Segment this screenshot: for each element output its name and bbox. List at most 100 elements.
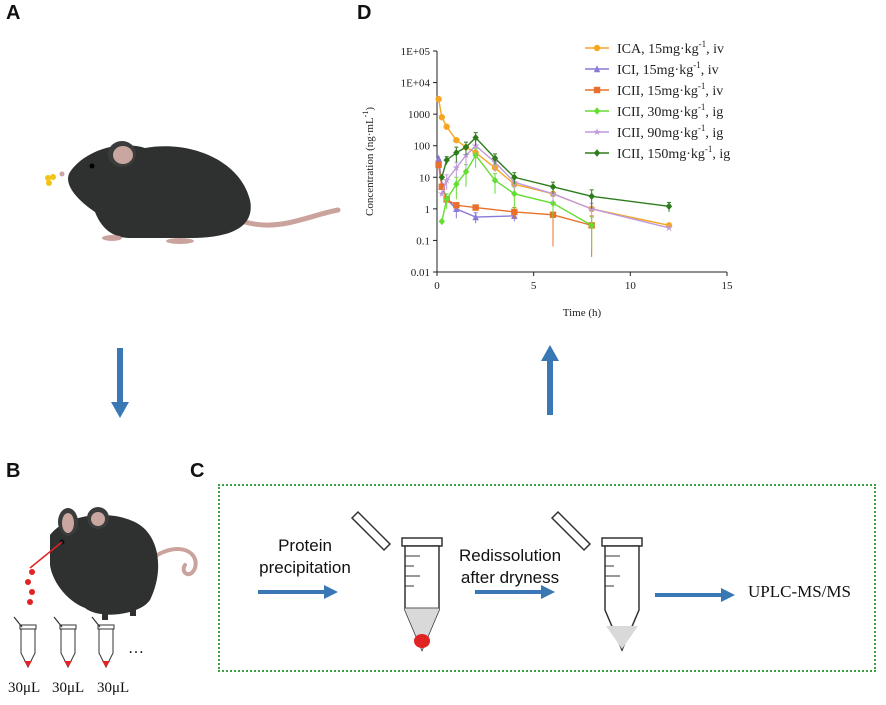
mouse-illustration-b — [25, 507, 198, 620]
mouse-front-leg — [102, 606, 108, 620]
data-point — [472, 133, 479, 142]
data-point — [435, 154, 442, 162]
legend-label: ICII, 150mg·kg-1, ig — [617, 144, 730, 162]
data-point — [438, 183, 446, 190]
data-point — [511, 190, 518, 198]
mouse-ear-inner — [91, 512, 105, 526]
data-point — [453, 202, 460, 209]
process-arrow-3 — [655, 588, 735, 602]
arrow-down — [111, 348, 129, 418]
legend-marker — [593, 107, 601, 115]
data-point — [588, 192, 595, 200]
blood-drop — [29, 589, 35, 595]
legend-marker — [593, 86, 601, 94]
data-point — [453, 136, 460, 144]
capillary-tube — [29, 541, 63, 569]
tube-precipitate — [350, 510, 443, 652]
volume-label-2: 30μL — [52, 680, 85, 696]
pk-chart: 0.01 0.1 1 10 100 1000 1E+04 1E+05 0 5 10 15 Time (h… — [361, 39, 734, 319]
data-point — [435, 161, 442, 168]
mouse-tail — [242, 207, 341, 228]
drug-pill — [50, 174, 56, 180]
mouse-ear-inner — [62, 513, 74, 533]
panel-label-a: A — [6, 2, 21, 24]
step-protein-precipitation: Protein precipitation — [245, 535, 365, 579]
blood-drop — [27, 599, 33, 605]
data-point — [452, 163, 461, 172]
x-axis-label: Time (h) — [563, 307, 602, 319]
data-point — [472, 213, 479, 221]
mouse-body — [50, 515, 159, 615]
data-point — [438, 114, 446, 121]
data-point — [665, 202, 673, 211]
y-tick-label: 1E+05 — [401, 46, 431, 58]
y-tick-label: 1000 — [408, 109, 431, 121]
legend-label: ICI, 15mg·kg-1, iv — [617, 60, 719, 78]
mouse-tail — [148, 547, 198, 577]
data-point — [491, 176, 499, 185]
panel-c-box — [218, 484, 876, 672]
legend-marker — [593, 128, 601, 136]
data-point — [549, 199, 557, 207]
data-point — [438, 217, 446, 226]
process-arrow-1 — [258, 585, 338, 599]
data-point — [462, 168, 470, 176]
legend-marker — [593, 149, 601, 157]
y-tick-label: 1 — [425, 204, 431, 216]
data-point — [435, 95, 442, 103]
step2-line2: after dryness — [460, 568, 560, 587]
blood-drop — [29, 569, 35, 575]
data-point — [462, 143, 470, 151]
legend-marker — [593, 65, 601, 73]
ellipsis-label: … — [128, 640, 144, 657]
blood-drop — [25, 579, 31, 585]
output-label-uplc: UPLC-MS/MS — [748, 582, 851, 601]
step2-line1: Redissolution — [458, 546, 562, 565]
data-point — [438, 189, 446, 198]
drug-pill — [46, 180, 52, 186]
y-tick-label: 10 — [419, 172, 431, 184]
step-redissolution: Redissolution after dryness — [445, 545, 575, 589]
y-tick-label: 100 — [414, 141, 431, 153]
volume-label-3: 30μL — [97, 680, 130, 696]
arrow-up — [541, 345, 559, 415]
x-tick-label: 0 — [434, 280, 440, 292]
data-point — [438, 173, 446, 181]
mouse-back-foot — [166, 238, 194, 244]
panel-label-d: D — [357, 2, 372, 24]
data-point — [549, 183, 557, 191]
data-point — [443, 156, 450, 164]
y-tick-label: 0.1 — [416, 235, 430, 247]
data-point — [453, 205, 460, 213]
legend-label: ICII, 15mg·kg-1, iv — [617, 81, 723, 99]
precipitate-pellet — [414, 634, 430, 648]
volume-label-1: 30μL — [8, 680, 41, 696]
panel-label-b: B — [6, 460, 21, 482]
panel-label-c: C — [190, 460, 205, 482]
drug-pill — [45, 175, 51, 181]
data-point — [453, 180, 460, 188]
data-point — [472, 204, 479, 211]
mouse-nose — [59, 171, 65, 177]
mouse-body — [68, 145, 251, 238]
x-tick-label: 5 — [531, 280, 537, 292]
mouse-illustration-a — [45, 141, 341, 244]
sample-tube — [13, 616, 37, 669]
y-axis-label: Concentration (ng·mL-1) — [361, 107, 376, 216]
data-point — [453, 149, 460, 157]
x-tick-label: 15 — [722, 280, 734, 292]
step1-line1: Protein — [278, 536, 332, 555]
legend-label: ICII, 30mg·kg-1, ig — [617, 102, 723, 120]
data-point — [443, 123, 450, 130]
data-point — [511, 208, 518, 216]
step1-line2: precipitation — [259, 558, 351, 577]
series-line — [441, 144, 670, 229]
mouse-back-leg — [130, 602, 136, 616]
sample-tube — [91, 616, 115, 669]
data-point — [443, 195, 450, 204]
mouse-front-foot — [102, 235, 122, 241]
legend-marker — [593, 44, 601, 52]
sample-tube — [53, 616, 77, 669]
legend-label: ICII, 90mg·kg-1, ig — [617, 123, 723, 141]
x-tick-label: 10 — [625, 280, 637, 292]
